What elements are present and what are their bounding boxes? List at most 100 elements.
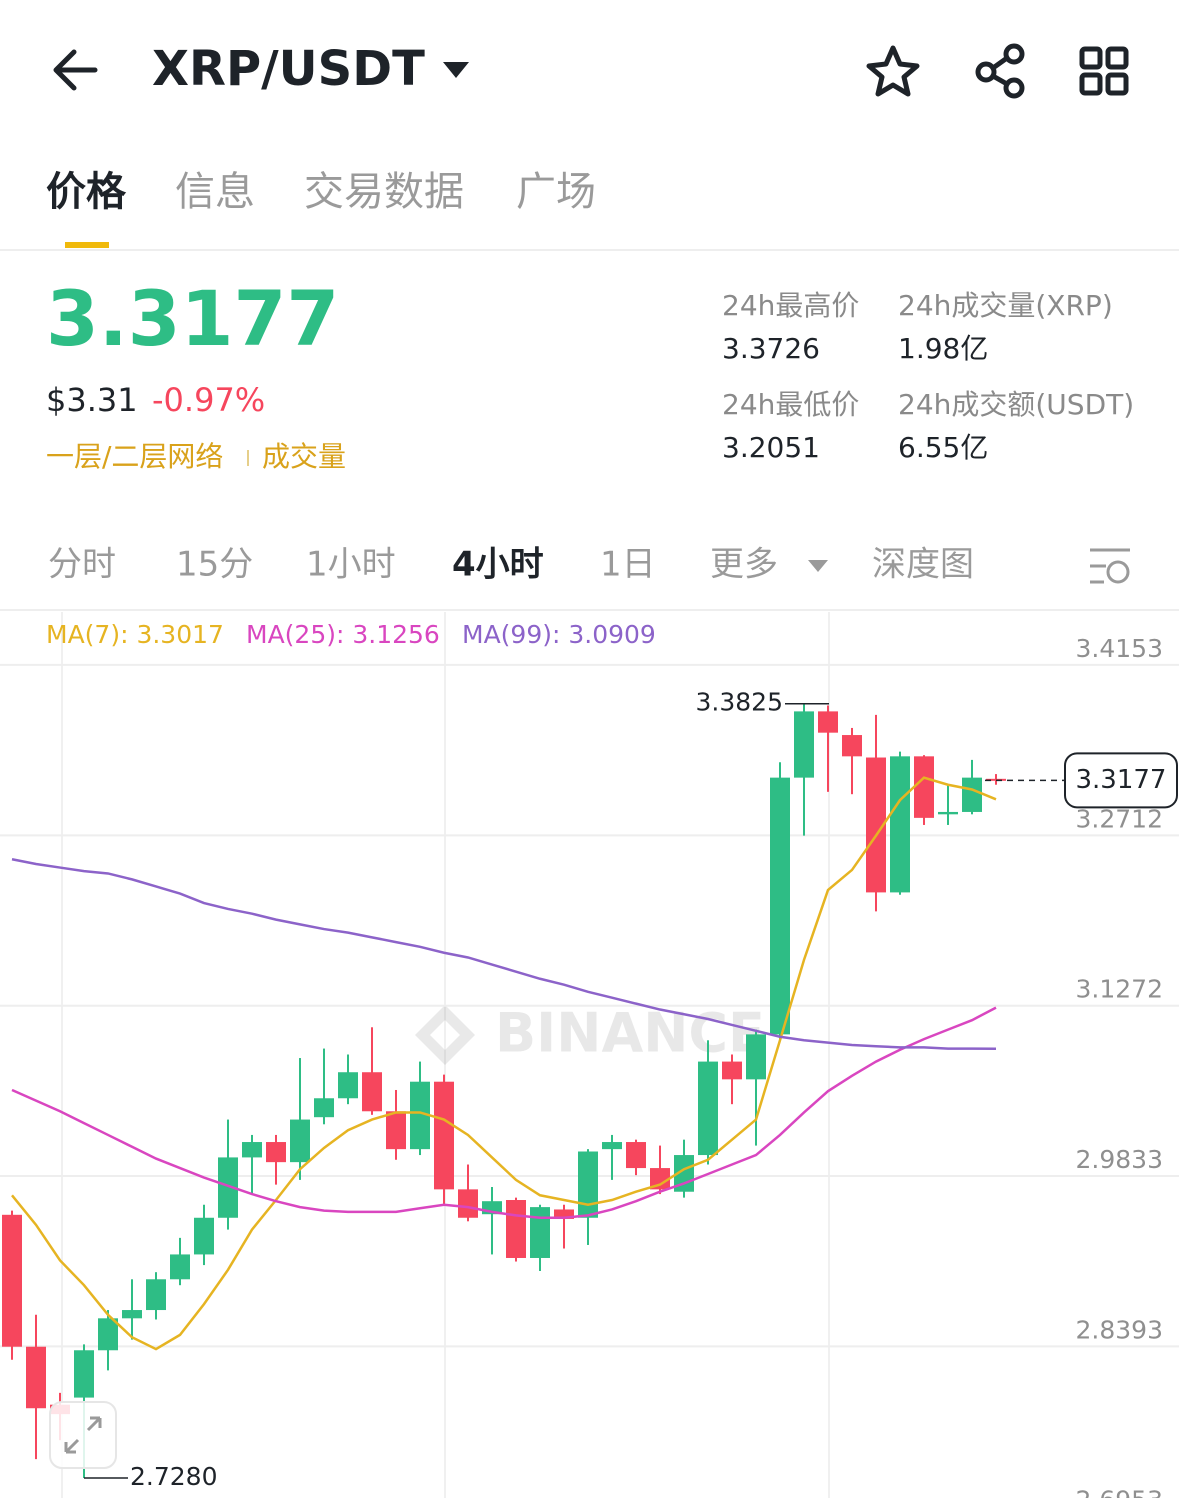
stat-value: 3.3726 [722, 332, 820, 365]
menu-icon[interactable] [1079, 46, 1129, 96]
watermark: BINANCE [495, 1002, 765, 1065]
ma-legend: MA(99): 3.0909 [462, 620, 656, 649]
ma-line [11, 1006, 997, 1220]
interval[interactable]: 1日 [600, 545, 656, 585]
stat-label: 24h最低价 [722, 388, 859, 421]
menu-square [1105, 72, 1129, 96]
candle-body [890, 756, 910, 893]
interval[interactable]: 1小时 [306, 545, 396, 585]
menu-square [1105, 46, 1129, 70]
y-tick-label: 3.1272 [1076, 975, 1163, 1004]
tab[interactable]: 信息 [175, 169, 255, 215]
candle-body [458, 1189, 478, 1218]
candle-body [722, 1061, 742, 1080]
candle-body [410, 1081, 430, 1150]
stat-value: 6.55亿 [898, 431, 988, 464]
share-dot [1003, 77, 1025, 99]
zoom-button[interactable] [49, 1401, 117, 1469]
ma-legend: MA(7): 3.3017 [46, 620, 224, 649]
stat-label: 24h最高价 [722, 289, 859, 322]
back-button[interactable] [53, 49, 98, 91]
chart-settings-icon[interactable] [1090, 548, 1130, 584]
last-price-box [1064, 752, 1178, 809]
high-label: 3.3825 [696, 688, 783, 717]
candle-body [194, 1217, 214, 1255]
menu-square [1079, 72, 1103, 96]
menu-square [1079, 46, 1103, 70]
candle-body [218, 1157, 238, 1218]
stat-value: 3.2051 [722, 431, 820, 464]
share-icon[interactable] [975, 43, 1025, 99]
tab[interactable]: 交易数据 [304, 169, 464, 215]
candle-body [554, 1209, 574, 1219]
low-label: 2.7280 [130, 1462, 217, 1491]
candle-body [818, 711, 838, 733]
candle-body [914, 756, 934, 818]
candle-body [650, 1168, 670, 1190]
candle-body [146, 1279, 166, 1311]
share-dot [975, 61, 997, 83]
candle-body [626, 1142, 646, 1169]
stat-label: 24h成交量(XRP) [898, 289, 1113, 322]
interval[interactable]: 4小时 [452, 545, 544, 585]
candle-body [170, 1254, 190, 1280]
share-lines [990, 55, 1010, 87]
candle-body [698, 1061, 718, 1156]
pair-title[interactable]: XRP/USDT [152, 41, 425, 97]
tab[interactable]: 价格 [46, 169, 127, 215]
interval[interactable]: 分时 [48, 545, 116, 585]
zoom-bg [49, 1401, 117, 1469]
back-icon [53, 49, 98, 91]
candle-body [2, 1214, 22, 1347]
more-dropdown[interactable] [808, 560, 828, 572]
tab[interactable]: 广场 [516, 169, 596, 215]
ma-line [11, 858, 997, 1050]
interval[interactable]: 深度图 [872, 545, 974, 585]
candle-body [770, 777, 790, 1035]
candle-body [866, 757, 886, 893]
candle-body [434, 1081, 454, 1190]
candle-body [386, 1111, 406, 1150]
last-price-label: 3.3177 [1076, 765, 1167, 795]
candle-body [242, 1142, 262, 1158]
interval[interactable]: 15分 [176, 545, 253, 585]
candle-body [842, 735, 862, 757]
candle-body [314, 1098, 334, 1118]
usd-price: $3.31 [46, 381, 138, 419]
watermark-logo [415, 1005, 475, 1065]
interval[interactable]: 更多 [710, 545, 778, 585]
candle-body [794, 711, 814, 778]
tab-indicator [65, 242, 109, 248]
candle-body [266, 1142, 286, 1163]
candle-body [602, 1142, 622, 1150]
candle-body [530, 1207, 550, 1258]
y-tick-label: 2.6953 [1076, 1486, 1163, 1498]
favorite-icon[interactable] [866, 45, 920, 97]
candle-body [26, 1346, 46, 1409]
last-price: 3.3177 [46, 274, 339, 363]
y-tick-label: 3.2712 [1076, 804, 1163, 833]
settings-lines [1090, 548, 1130, 584]
share-dot [1003, 43, 1025, 65]
tag[interactable]: 成交量 [262, 440, 346, 473]
logo-diamond [415, 1005, 475, 1065]
candle-body [290, 1119, 310, 1163]
candle-body [338, 1072, 358, 1099]
y-tick-label: 3.4153 [1076, 634, 1163, 663]
y-tick-label: 2.8393 [1076, 1315, 1163, 1344]
candle-body [98, 1318, 118, 1351]
candle-body [506, 1200, 526, 1258]
price-change: -0.97% [152, 381, 265, 419]
ma-legend: MA(25): 3.1256 [246, 620, 440, 649]
candle-body [74, 1350, 94, 1398]
candle-body [962, 777, 982, 812]
settings-gear [1106, 560, 1130, 584]
candle-body [362, 1072, 382, 1112]
plot [0, 663, 1179, 1479]
pair-dropdown[interactable] [443, 62, 469, 78]
tag[interactable]: 一层/二层网络 [46, 440, 223, 473]
candle-body [122, 1310, 142, 1319]
candle-body [938, 811, 958, 815]
